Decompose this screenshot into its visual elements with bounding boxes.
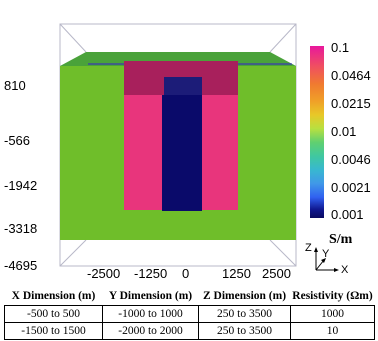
y-tick: -1942 xyxy=(4,178,38,193)
x-axis-label: X xyxy=(341,264,349,276)
column-header: X Dimension (m) xyxy=(11,290,96,302)
model-render xyxy=(59,23,324,267)
y-tick: -566 xyxy=(4,133,31,148)
table-cell: 250 to 3500 xyxy=(198,305,291,323)
z-axis-label: Z xyxy=(305,242,312,254)
colorbar-label: 0.0215 xyxy=(331,96,371,111)
table-cell: 10 xyxy=(290,322,375,340)
model-figure: 810 -566 -1942 -3318 -4695 -2500 -1250 0… xyxy=(4,23,371,281)
x-tick: 0 xyxy=(182,266,190,281)
column-header: Y Dimension (m) xyxy=(108,290,193,302)
colorbar-label: 0.0021 xyxy=(331,180,371,195)
inner-block-top xyxy=(164,77,202,97)
axis-triad-icon: Z Y X xyxy=(304,240,352,280)
colorbar-label: 0.1 xyxy=(331,40,350,55)
x-tick: -1250 xyxy=(134,266,168,281)
y-axis-label: Y xyxy=(322,248,330,260)
y-tick: 810 xyxy=(4,78,26,93)
inner-block-front xyxy=(162,95,202,211)
colorbar-label: 0.01 xyxy=(331,124,357,139)
table-cell: -1000 to 1000 xyxy=(102,305,199,323)
dimension-table: X Dimension (m) Y Dimension (m) Z Dimens… xyxy=(4,290,375,340)
table-cell: 1000 xyxy=(290,305,375,323)
x-tick: -2500 xyxy=(87,266,121,281)
y-tick: -3318 xyxy=(4,221,38,236)
table-cell: 250 to 3500 xyxy=(198,322,291,340)
x-tick: 2500 xyxy=(262,266,291,281)
colorbar-unit: S/m xyxy=(329,232,353,247)
colorbar xyxy=(310,46,324,218)
y-tick: -4695 xyxy=(4,258,38,273)
table-header-row: X Dimension (m) Y Dimension (m) Z Dimens… xyxy=(5,290,375,306)
column-header: Z Dimension (m) xyxy=(202,290,287,302)
table-row: -1500 to 1500 -2000 to 2000 250 to 3500 … xyxy=(4,322,375,340)
column-header: Resistivity (Ωm) xyxy=(292,290,373,302)
table-cell: -1500 to 1500 xyxy=(4,322,103,340)
colorbar-label: 0.0046 xyxy=(331,152,371,167)
table-row: -500 to 500 -1000 to 1000 250 to 3500 10… xyxy=(4,305,375,323)
table-cell: -500 to 500 xyxy=(4,305,103,323)
colorbar-label: 0.001 xyxy=(331,207,364,222)
x-tick: 1250 xyxy=(222,266,251,281)
colorbar-label: 0.0464 xyxy=(331,68,371,83)
table-cell: -2000 to 2000 xyxy=(102,322,199,340)
